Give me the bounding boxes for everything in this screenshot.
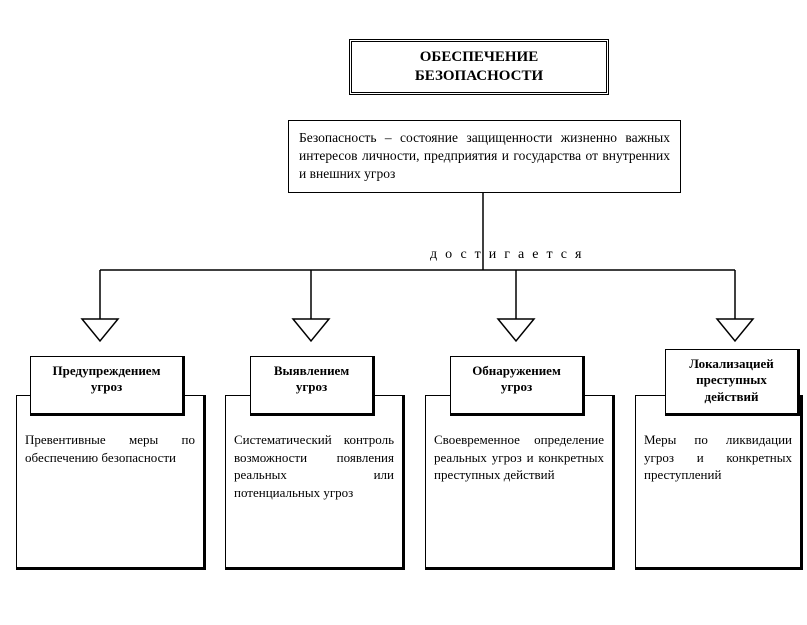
child-title-detect: Выявлением угроз xyxy=(250,356,375,416)
child-body-text-warn: Превентивные меры по обеспечению безопас… xyxy=(25,432,195,465)
child-title-warn: Предупреждением угроз xyxy=(30,356,185,416)
child-title-discover: Обнаружением угроз xyxy=(450,356,585,416)
child-title-text-warn: Предупреждением угроз xyxy=(53,363,161,394)
child-body-discover: Своевременное определение реальных угроз… xyxy=(425,395,615,570)
diagram-canvas: ОБЕСПЕЧЕНИЕ БЕЗОПАСНОСТИ Безопасность – … xyxy=(0,0,807,625)
child-body-text-discover: Своевременное определение реальных угроз… xyxy=(434,432,604,482)
child-title-text-localize: Локализацией преступных действий xyxy=(689,356,774,404)
child-body-detect: Систематический контроль возможности поя… xyxy=(225,395,405,570)
child-body-text-detect: Систематический контроль возможности поя… xyxy=(234,432,394,500)
child-title-text-discover: Обнаружением угроз xyxy=(472,363,561,394)
reach-label: достигается xyxy=(430,247,589,263)
definition-box: Безопасность – состояние защищенности жи… xyxy=(288,120,681,193)
child-body-text-localize: Меры по ликвидации угроз и конкретных пр… xyxy=(644,432,792,482)
child-body-warn: Превентивные меры по обеспечению безопас… xyxy=(16,395,206,570)
child-title-text-detect: Выявлением угроз xyxy=(274,363,349,394)
child-title-localize: Локализацией преступных действий xyxy=(665,349,800,416)
main-title-line2: БЕЗОПАСНОСТИ xyxy=(415,68,543,84)
main-title-line1: ОБЕСПЕЧЕНИЕ xyxy=(420,49,538,65)
child-body-localize: Меры по ликвидации угроз и конкретных пр… xyxy=(635,395,803,570)
definition-text: Безопасность – состояние защищенности жи… xyxy=(299,130,670,181)
main-title-box: ОБЕСПЕЧЕНИЕ БЕЗОПАСНОСТИ xyxy=(349,39,609,95)
